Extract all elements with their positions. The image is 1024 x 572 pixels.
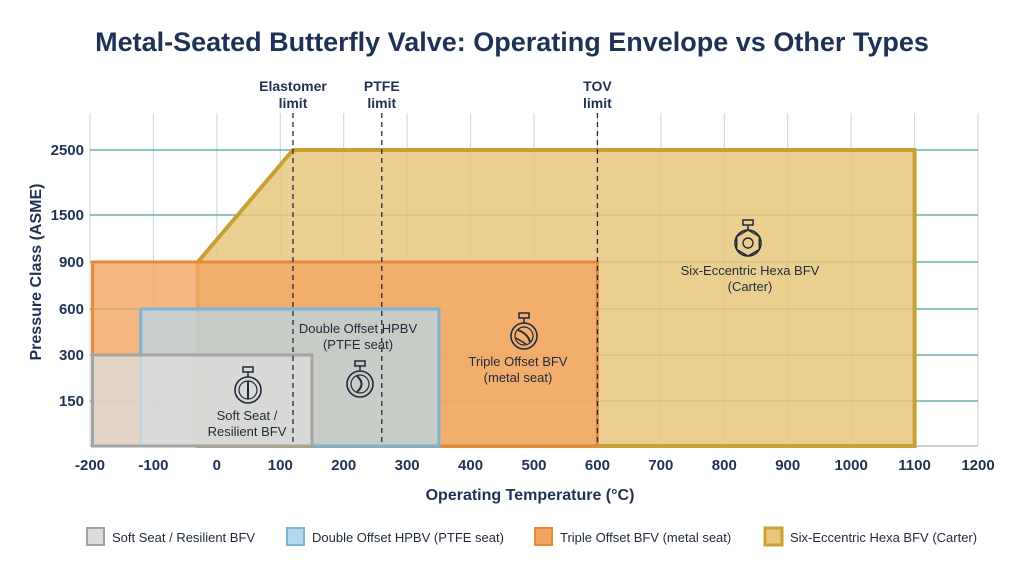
legend: Soft Seat / Resilient BFV Double Offset H…	[86, 526, 977, 547]
limit-label-tov-line2: limit	[583, 95, 612, 111]
x-tick-label: 400	[458, 457, 483, 474]
legend-label: Triple Offset BFV (metal seat)	[560, 530, 731, 545]
y-tick-label: 150	[59, 393, 84, 410]
region-label-six-eccentric-hexa-bfv-carter-line2: (Carter)	[728, 279, 773, 294]
y-tick-label: 300	[59, 347, 84, 364]
limit-label-elastomer: Elastomer	[259, 78, 327, 94]
y-axis-title: Pressure Class (ASME)	[28, 184, 45, 361]
region-label-soft-seat-resilient-bfv-line2: Resilient BFV	[208, 424, 287, 439]
x-tick-label: 900	[775, 457, 800, 474]
region-label-double-offset-hpbv-ptfe-seat-line2: (PTFE seat)	[323, 337, 393, 352]
x-tick-label: 1200	[961, 457, 994, 474]
x-tick-label: -200	[75, 457, 105, 474]
legend-label: Soft Seat / Resilient BFV	[112, 530, 255, 545]
region-label-triple-offset-bfv-metal-seat-line2: (metal seat)	[484, 370, 553, 385]
legend-item-soft-seat-resilient-bfv: Soft Seat / Resilient BFV	[86, 527, 255, 546]
x-tick-label: 600	[585, 457, 610, 474]
legend-label: Six-Eccentric Hexa BFV (Carter)	[790, 530, 977, 545]
legend-swatch	[534, 527, 553, 546]
region-label-double-offset-hpbv-ptfe-seat: Double Offset HPBV	[299, 321, 418, 336]
x-axis-title: Operating Temperature (°C)	[426, 487, 635, 504]
limit-label-elastomer-line2: limit	[279, 95, 308, 111]
region-soft-seat-resilient-bfv	[91, 353, 314, 448]
legend-label: Double Offset HPBV (PTFE seat)	[312, 530, 504, 545]
y-tick-label: 1500	[51, 207, 84, 224]
valve-icons	[234, 219, 762, 404]
legend-swatch	[763, 526, 784, 547]
legend-item-triple-offset-bfv-metal-seat: Triple Offset BFV (metal seat)	[534, 527, 731, 546]
x-tick-label: 300	[395, 457, 420, 474]
y-tick-label: 600	[59, 301, 84, 318]
legend-item-six-eccentric-hexa-bfv-carter: Six-Eccentric Hexa BFV (Carter)	[763, 526, 977, 547]
chart-title: Metal-Seated Butterfly Valve: Operating …	[95, 27, 929, 57]
limit-label-ptfe-line2: limit	[367, 95, 396, 111]
y-tick-label: 2500	[51, 142, 84, 159]
x-tick-label: 1100	[898, 457, 931, 474]
x-tick-label: 800	[712, 457, 737, 474]
x-tick-label: 200	[331, 457, 356, 474]
envelope-regions	[91, 148, 917, 448]
x-tick-label: 500	[521, 457, 546, 474]
limit-label-ptfe: PTFE	[364, 78, 400, 94]
y-tick-labels: 150 300 600 900 1500 2500	[51, 142, 84, 410]
x-tick-label: 100	[268, 457, 293, 474]
hexa-valve-icon	[734, 219, 762, 257]
legend-swatch	[86, 527, 105, 546]
x-tick-labels: -200 -100 0 100 200 300 400 500 600 700 800 900 1000…	[75, 457, 995, 474]
limit-label-tov: TOV	[583, 78, 612, 94]
soft-seat-valve-icon	[234, 366, 262, 404]
double-offset-valve-icon	[346, 360, 374, 398]
x-tick-label: -100	[138, 457, 168, 474]
x-tick-label: 1000	[834, 457, 867, 474]
y-tick-label: 900	[59, 254, 84, 271]
triple-offset-valve-icon	[510, 312, 538, 350]
x-tick-label: 0	[213, 457, 221, 474]
region-label-six-eccentric-hexa-bfv-carter: Six-Eccentric Hexa BFV	[681, 263, 820, 278]
region-label-soft-seat-resilient-bfv: Soft Seat /	[217, 408, 278, 423]
region-labels: Six-Eccentric Hexa BFV(Carter) Triple Off…	[208, 263, 820, 439]
region-label-triple-offset-bfv-metal-seat: Triple Offset BFV	[469, 354, 568, 369]
legend-swatch	[286, 527, 305, 546]
x-tick-label: 700	[648, 457, 673, 474]
legend-item-double-offset-hpbv-ptfe-seat: Double Offset HPBV (PTFE seat)	[286, 527, 504, 546]
